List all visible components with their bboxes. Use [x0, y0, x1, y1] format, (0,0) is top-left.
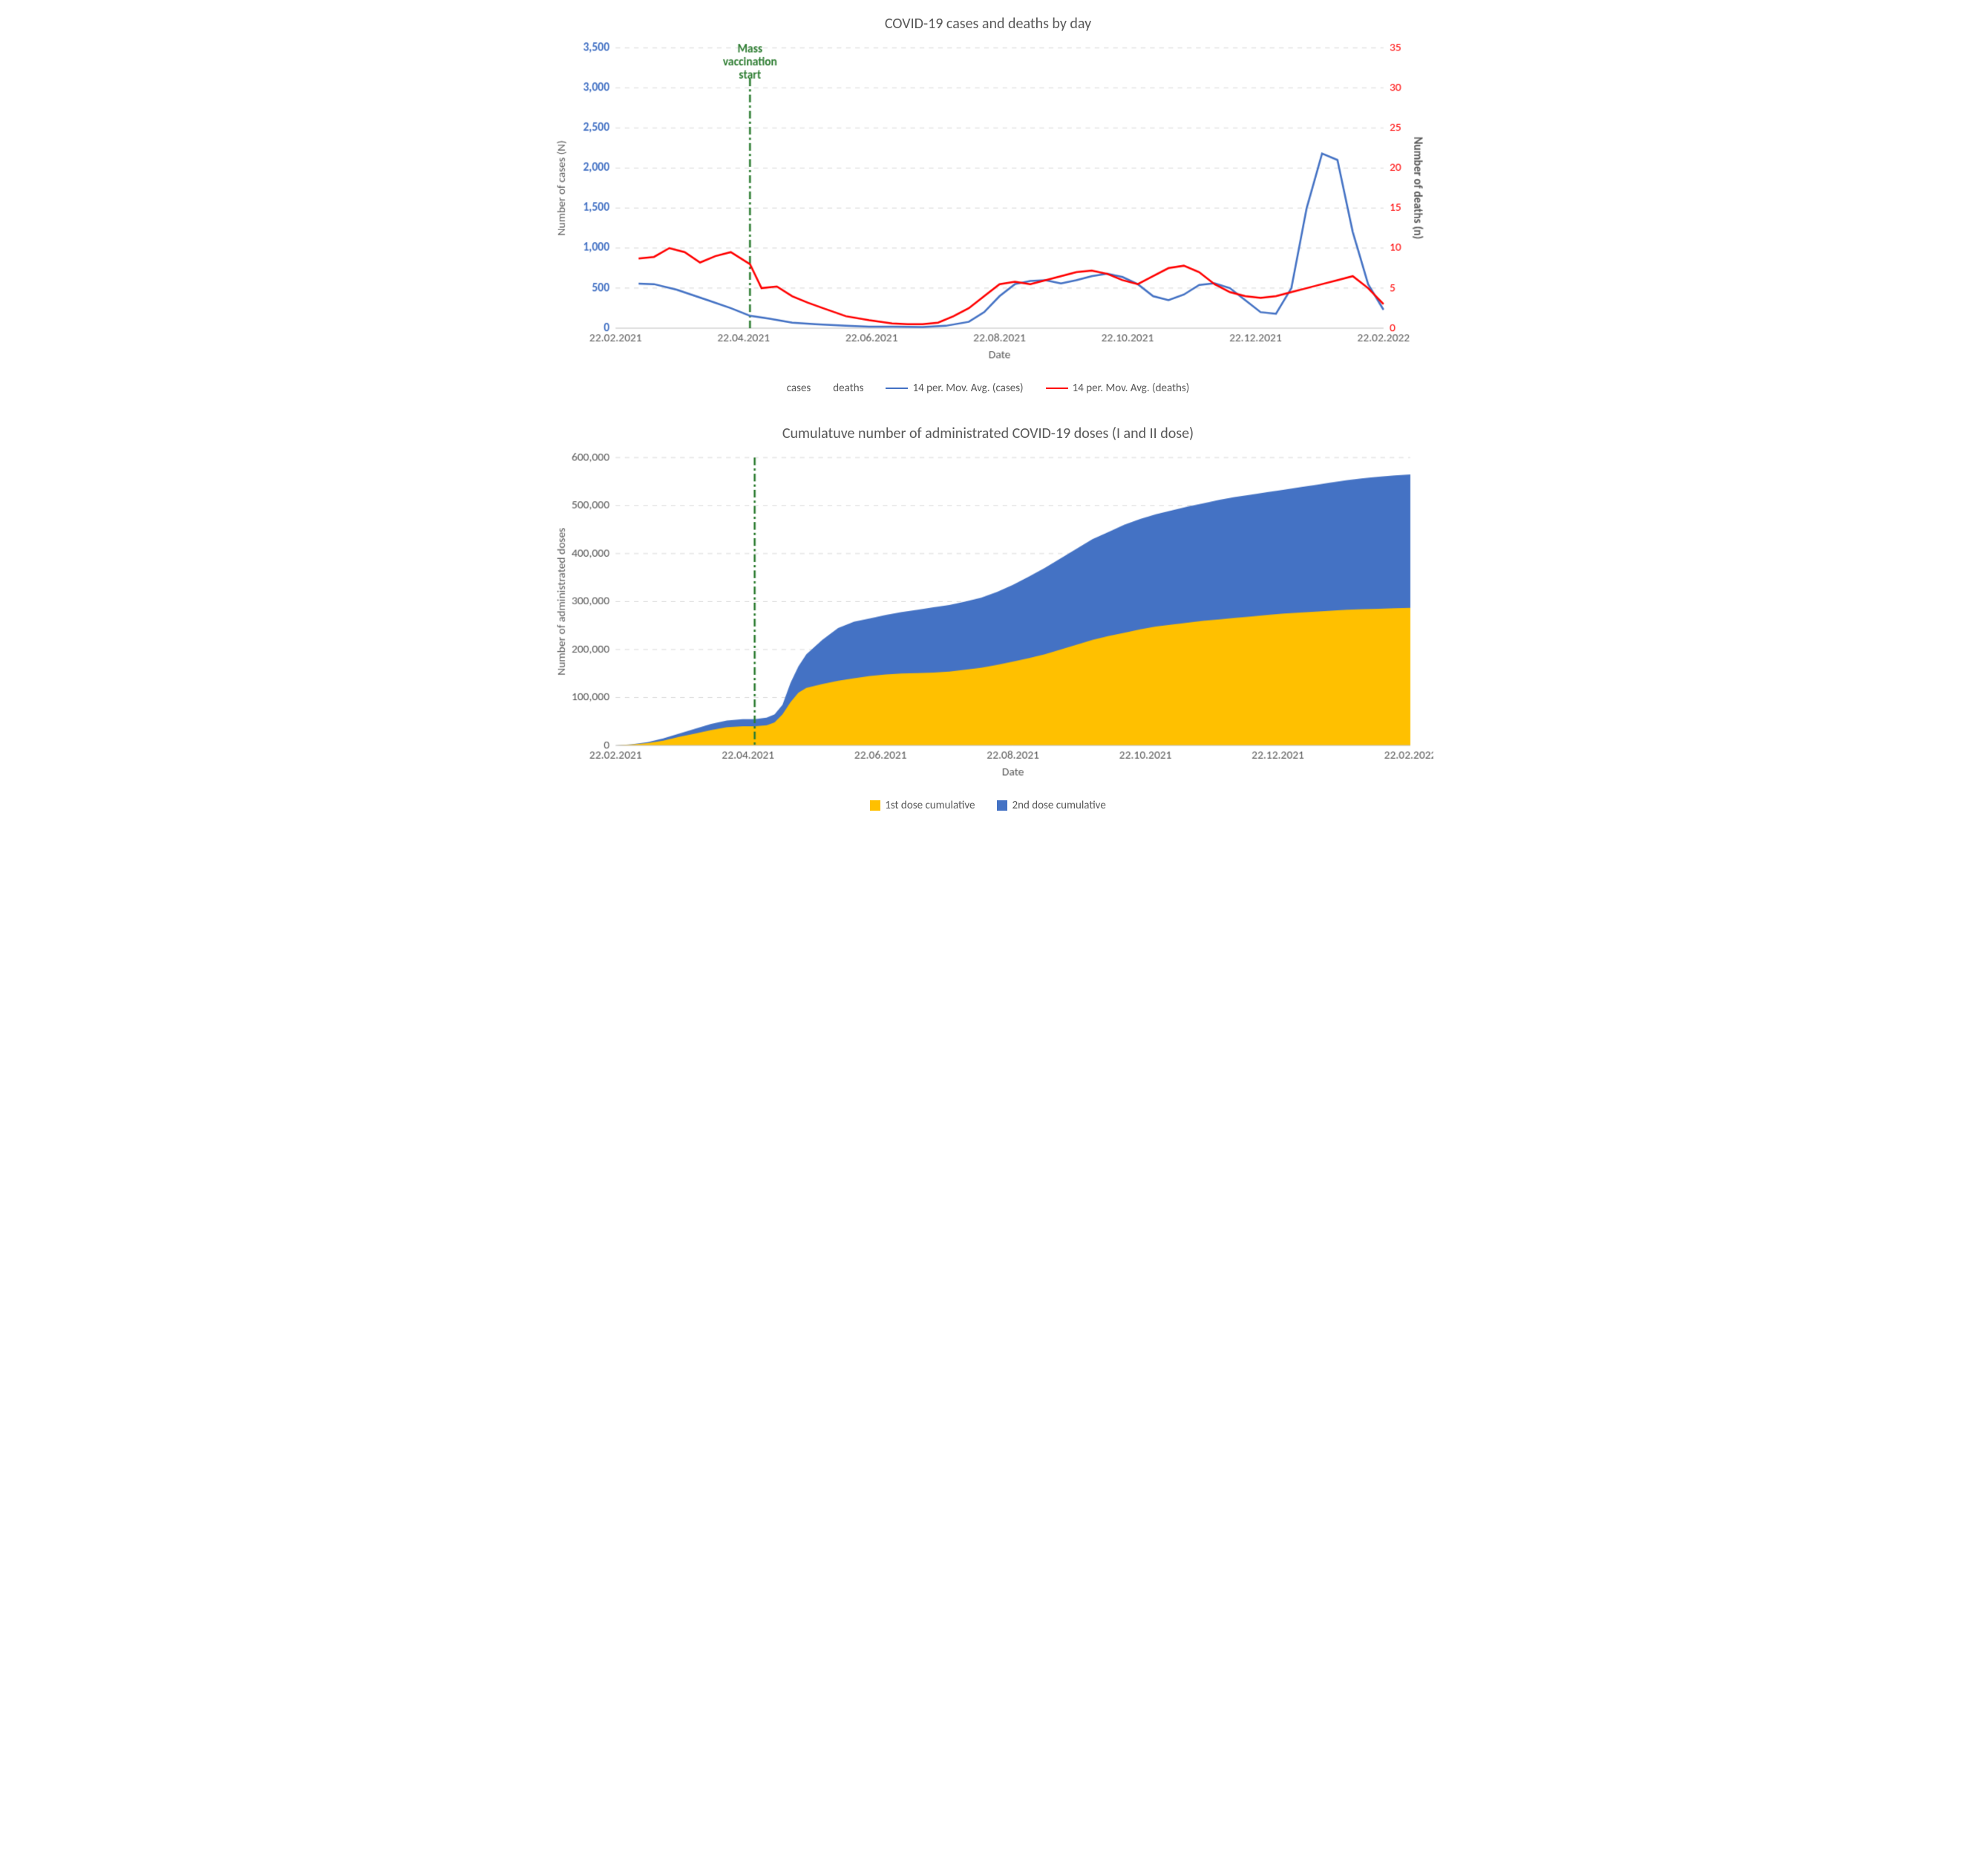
chart2-canvas — [543, 450, 1433, 788]
legend-cases: cases — [787, 382, 811, 395]
cases-deaths-chart: COVID-19 cases and deaths by day cases d… — [543, 15, 1433, 395]
legend-cases-ma: 14 per. Mov. Avg. (cases) — [886, 382, 1023, 395]
chart1-title: COVID-19 cases and deaths by day — [543, 15, 1433, 33]
legend-deaths: deaths — [833, 382, 863, 395]
legend-line-blue — [886, 388, 908, 390]
chart1-canvas — [543, 40, 1433, 370]
legend-deaths-ma: 14 per. Mov. Avg. (deaths) — [1046, 382, 1190, 395]
chart1-legend: cases deaths 14 per. Mov. Avg. (cases) 1… — [543, 382, 1433, 395]
legend-box-blue — [997, 800, 1007, 811]
legend-dose2: 2nd dose cumulative — [997, 799, 1105, 812]
legend-box-yellow — [870, 800, 880, 811]
doses-chart: Cumulatuve number of administrated COVID… — [543, 425, 1433, 812]
chart2-legend: 1st dose cumulative 2nd dose cumulative — [543, 799, 1433, 812]
chart2-title: Cumulatuve number of administrated COVID… — [543, 425, 1433, 442]
legend-dose1: 1st dose cumulative — [870, 799, 975, 812]
legend-line-red — [1046, 388, 1068, 390]
